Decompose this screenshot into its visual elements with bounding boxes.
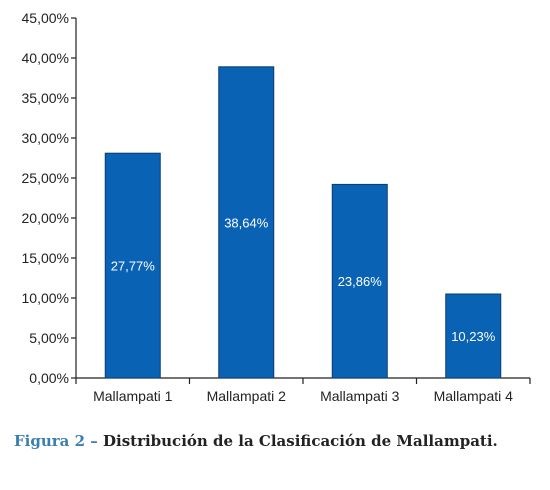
figure-label: Figura 2 – — [14, 432, 98, 450]
y-tick-label: 30,00% — [22, 130, 69, 146]
figure-caption: Figura 2 – Distribución de la Clasificac… — [14, 432, 498, 450]
bar-value-label: 10,23% — [451, 329, 496, 344]
y-axis: 0,00% 5,00% 10,00% 15,00% 20,00% 25,00% 30,00%… — [22, 10, 77, 386]
bar-chart: 0,00% 5,00% 10,00% 15,00% 20,00% 25,00% 30,00%… — [22, 10, 531, 404]
y-tick-label: 10,00% — [22, 290, 69, 306]
x-category-label: Mallampati 3 — [320, 388, 400, 404]
y-tick-label: 40,00% — [22, 50, 69, 66]
y-tick-label: 0,00% — [29, 370, 69, 386]
bar-value-label: 38,64% — [224, 215, 269, 230]
bar — [445, 293, 502, 379]
y-tick-label: 45,00% — [22, 10, 69, 26]
bar-value-label: 27,77% — [111, 259, 156, 274]
y-tick-label: 15,00% — [22, 250, 69, 266]
figure-caption-text: Distribución de la Clasificación de Mall… — [102, 432, 498, 450]
bar — [218, 66, 275, 379]
bar-value-label: 23,86% — [338, 274, 383, 289]
bars: 27,77% 38,64% 23,86% 10,23% — [104, 66, 502, 379]
x-category-label: Mallampati 2 — [207, 388, 287, 404]
x-category-label: Mallampati 1 — [93, 388, 173, 404]
y-tick-label: 35,00% — [22, 90, 69, 106]
y-tick-label: 5,00% — [29, 330, 69, 346]
bar — [104, 152, 161, 379]
x-category-label: Mallampati 4 — [434, 388, 514, 404]
y-tick-label: 20,00% — [22, 210, 69, 226]
x-axis: Mallampati 1 Mallampati 2 Mallampati 3 Mall… — [75, 377, 531, 404]
y-tick-label: 25,00% — [22, 170, 69, 186]
bar — [331, 183, 388, 379]
